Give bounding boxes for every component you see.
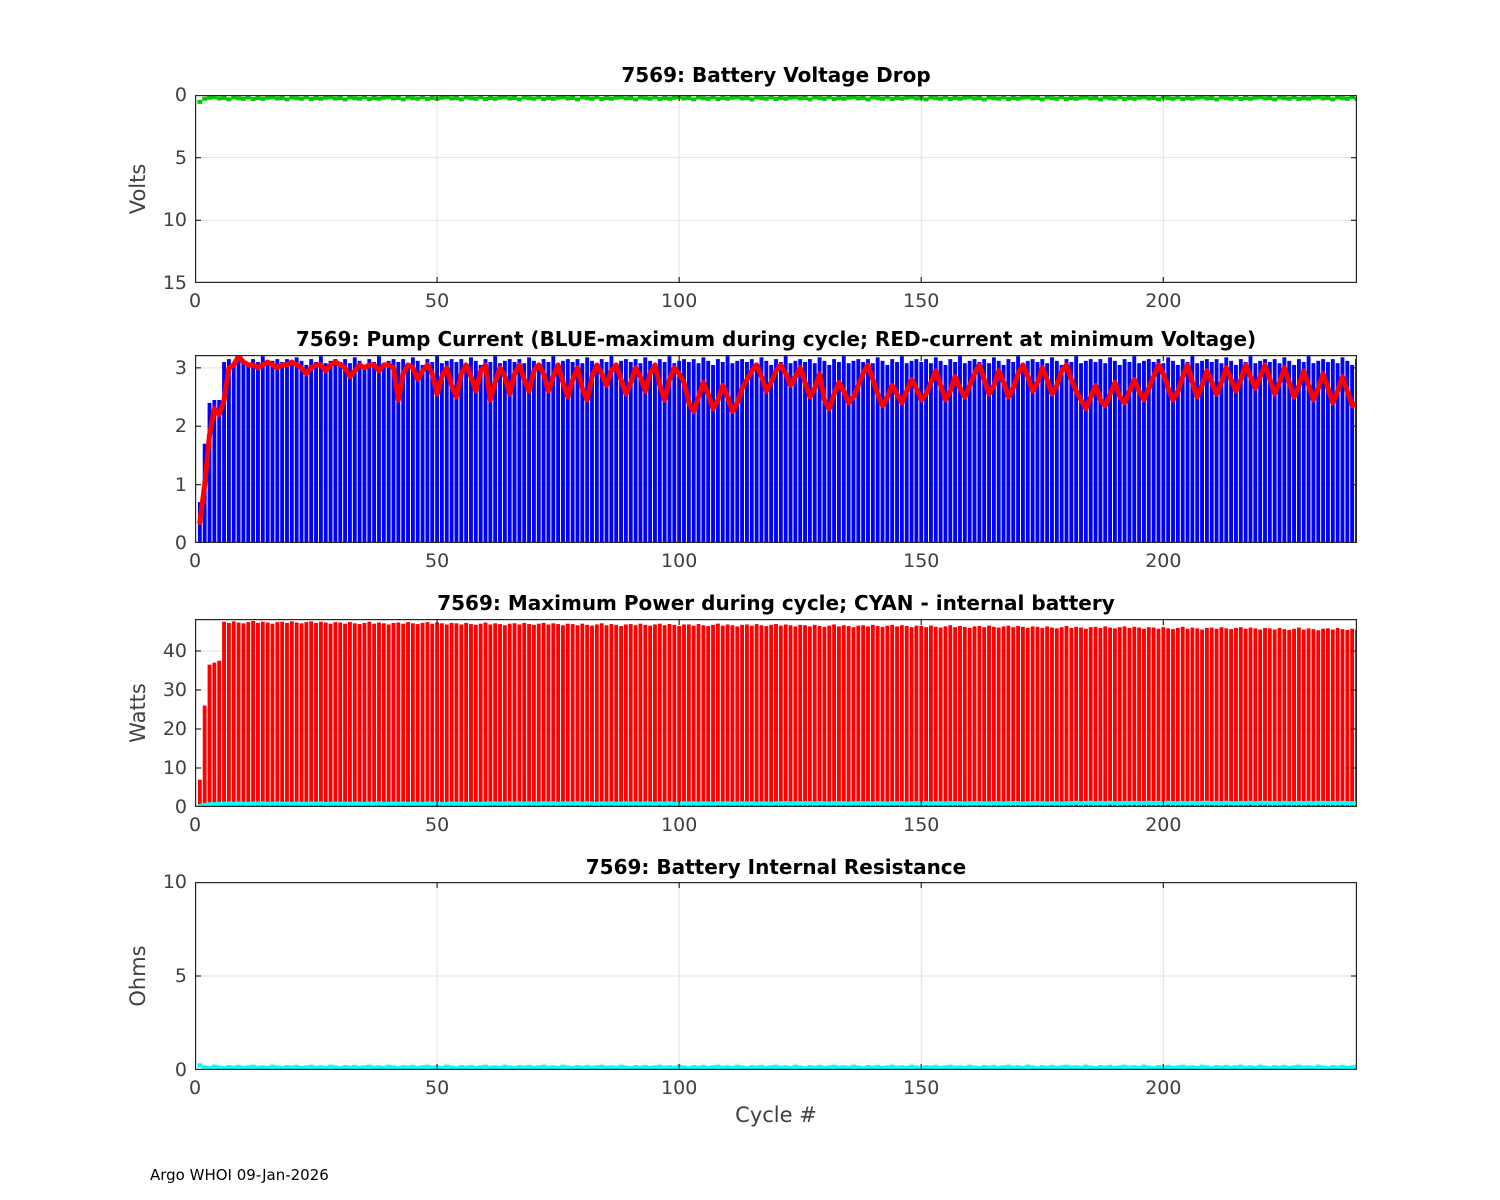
x-tick-label: 50 — [424, 814, 450, 836]
x-tick-label: 0 — [188, 290, 202, 312]
x-tick-label: 200 — [1145, 1077, 1182, 1099]
series-current-at-min-voltage — [197, 355, 1357, 526]
subplot1-title: 7569: Battery Voltage Drop — [621, 63, 931, 87]
x-tick-label: 200 — [1145, 814, 1182, 836]
y-tick-label: 5 — [174, 146, 187, 169]
axes-box — [195, 355, 1357, 543]
subplot4-title: 7569: Battery Internal Resistance — [585, 855, 967, 879]
y-tick-label: 1 — [174, 473, 187, 496]
y-tick-label: 0 — [174, 1059, 187, 1081]
y-tick-label: 0 — [174, 796, 187, 818]
y-tick-label: 10 — [162, 871, 187, 893]
x-tick-label: 50 — [424, 290, 450, 312]
x-tick-label: 50 — [424, 1077, 450, 1099]
y-tick-label: 20 — [162, 717, 187, 740]
subplot2-pump-current-plot — [195, 355, 1357, 543]
x-tick-label: 200 — [1145, 290, 1182, 312]
series-internal-battery-power — [197, 800, 1357, 807]
series-battery-internal-resistance — [197, 1063, 1357, 1070]
x-tick-label: 200 — [1145, 550, 1182, 572]
subplot2-title: 7569: Pump Current (BLUE-maximum during … — [295, 327, 1257, 351]
x-tick-label: 0 — [188, 550, 202, 572]
series-pump-current-max — [197, 356, 1357, 543]
y-tick-label: 10 — [162, 756, 187, 779]
x-tick-label: 150 — [903, 550, 940, 572]
x-tick-label: 100 — [661, 550, 698, 572]
x-tick-label: 100 — [661, 290, 698, 312]
x-axis-label: Cycle # — [735, 1103, 817, 1127]
figure-footer: Argo WHOI 09-Jan-2026 — [150, 1166, 329, 1184]
y-tick-label: 0 — [174, 532, 187, 554]
series-maximum-power — [197, 620, 1357, 807]
subplot4-internal-resistance-plot — [195, 882, 1357, 1070]
y-tick-label: 40 — [162, 639, 187, 662]
subplot3-maximum-power-plot — [195, 619, 1357, 807]
subplot1-ylabel: Volts — [126, 163, 150, 215]
y-tick-label: 10 — [162, 209, 187, 232]
y-tick-label: 30 — [162, 678, 187, 701]
grid-lines — [195, 882, 1357, 1070]
x-tick-label: 150 — [903, 290, 940, 312]
x-tick-label: 150 — [903, 814, 940, 836]
subplot3-title: 7569: Maximum Power during cycle; CYAN -… — [437, 591, 1115, 615]
y-tick-label: 15 — [162, 272, 187, 294]
subplot1-voltage-drop-plot — [195, 95, 1357, 283]
y-tick-label: 0 — [174, 84, 187, 106]
x-tick-label: 50 — [424, 550, 450, 572]
x-tick-label: 150 — [903, 1077, 940, 1099]
y-tick-label: 5 — [174, 965, 187, 987]
axes-box — [195, 95, 1357, 283]
x-tick-label: 100 — [661, 1077, 698, 1099]
x-tick-label: 0 — [188, 814, 202, 836]
x-tick-label: 100 — [661, 814, 698, 836]
series-battery-voltage-drop — [197, 95, 1357, 104]
axes-box — [195, 882, 1357, 1070]
axes-box — [195, 619, 1357, 807]
x-tick-label: 0 — [188, 1077, 202, 1099]
grid-lines — [195, 95, 1357, 283]
y-tick-label: 3 — [174, 356, 187, 379]
y-tick-label: 2 — [174, 415, 187, 438]
